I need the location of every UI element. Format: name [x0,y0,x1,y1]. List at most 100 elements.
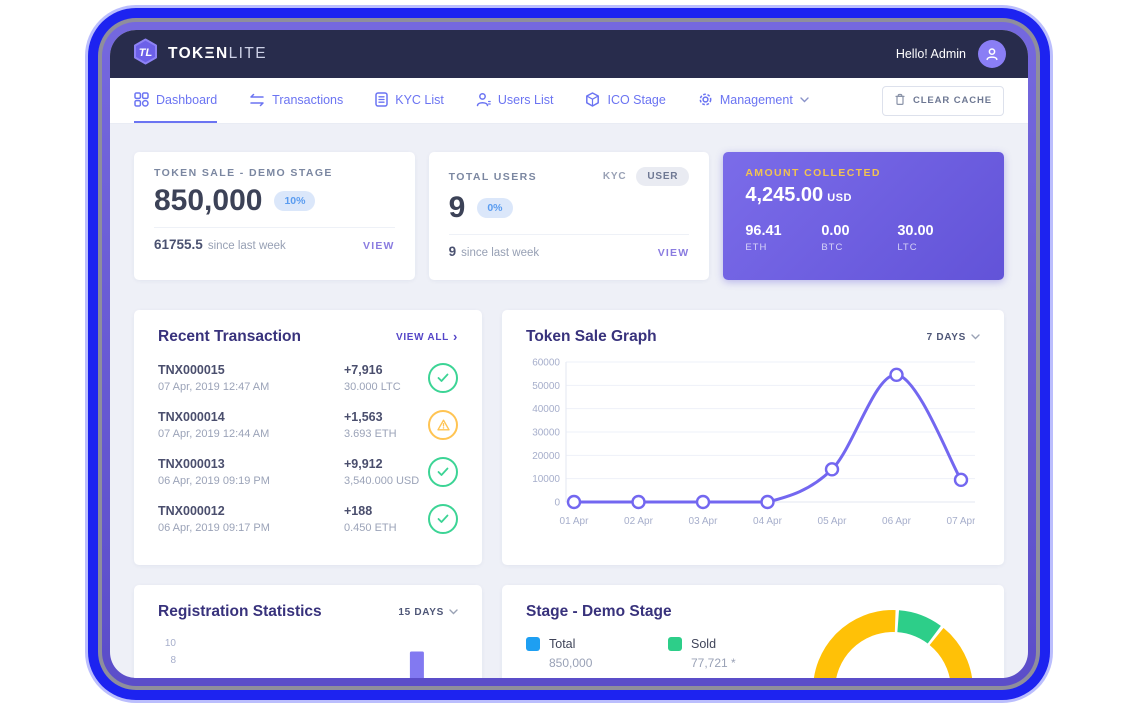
transaction-id-cell: TNX000012 06 Apr, 2019 09:17 PM [158,504,344,534]
transaction-amount: +1,563 [344,410,383,424]
svg-text:30000: 30000 [532,428,560,439]
transaction-amount: +9,912 [344,457,383,471]
transaction-datetime: 07 Apr, 2019 12:44 AM [158,428,270,440]
legend-item-sold: Sold 77,721 * [668,637,810,670]
trash-icon [894,93,906,109]
svg-text:01 Apr: 01 Apr [560,516,590,527]
transaction-datetime: 06 Apr, 2019 09:19 PM [158,475,270,487]
transaction-converted: 3,540.000 USD [344,475,420,487]
nav-item-transactions[interactable]: Transactions [249,78,343,123]
transactions-icon [249,93,265,107]
svg-text:07 Apr: 07 Apr [947,516,975,527]
toggle-kyc-option[interactable]: KYC [602,171,627,182]
token-sale-delta: 61755.5 [154,237,203,252]
total-users-badge: 0% [477,198,513,218]
svg-text:04 Apr: 04 Apr [753,516,783,527]
token-sale-graph-title: Token Sale Graph [526,328,657,345]
app-window: TL TOKΞNLITE Hello! Admin Dashboard Trans… [110,30,1028,678]
dashboard-icon [134,92,149,107]
stage-panel: Stage - Demo Stage Total 850,000 Sold 77,72… [502,585,1004,678]
avatar[interactable] [978,40,1006,68]
chevron-down-icon [449,607,458,618]
breakdown-unit: ETH [745,242,768,253]
transaction-converted: 0.450 ETH [344,522,397,534]
window-frame-inner-ring: TL TOKΞNLITE Hello! Admin Dashboard Trans… [102,22,1036,686]
window-frame: TL TOKΞNLITE Hello! Admin Dashboard Trans… [88,8,1050,700]
transaction-id-cell: TNX000013 06 Apr, 2019 09:19 PM [158,457,344,487]
svg-text:03 Apr: 03 Apr [689,516,719,527]
total-users-label: TOTAL USERS [448,170,537,183]
breakdown-value: 0.00 [821,223,850,239]
transaction-id: TNX000014 [158,410,225,424]
svg-text:20000: 20000 [532,451,560,462]
svg-text:60000: 60000 [532,358,560,369]
transaction-converted: 3.693 ETH [344,428,397,440]
clear-cache-button[interactable]: CLEAR CACHE [881,85,1004,116]
transaction-datetime: 07 Apr, 2019 12:47 AM [158,381,270,393]
svg-text:0: 0 [554,498,560,509]
svg-text:40000: 40000 [532,404,560,415]
transaction-row[interactable]: TNX000012 06 Apr, 2019 09:17 PM +188 0.4… [158,504,458,534]
transaction-datetime: 06 Apr, 2019 09:17 PM [158,522,270,534]
ico-stage-icon [585,92,600,107]
token-sale-value: 850,000 [154,184,263,217]
total-users-view-link[interactable]: VIEW [657,247,690,259]
transaction-id: TNX000012 [158,504,225,518]
range-select-15days[interactable]: 15 DAYS [398,607,458,618]
transaction-amount: +188 [344,504,373,518]
transaction-row[interactable]: TNX000014 07 Apr, 2019 12:44 AM +1,563 3… [158,410,458,440]
toggle-user-option[interactable]: USER [636,167,690,186]
kyc-user-toggle: KYC USER [603,167,690,186]
management-icon [698,92,713,107]
svg-text:02 Apr: 02 Apr [624,516,654,527]
transaction-id-cell: TNX000014 07 Apr, 2019 12:44 AM [158,410,344,440]
legend-value: 850,000 [549,656,593,670]
main-nav: Dashboard Transactions KYC List Users List I… [110,78,1028,124]
token-sale-badge: 10% [274,191,316,211]
bottom-row: Registration Statistics 15 DAYS 10 8 [134,585,1004,678]
token-sale-label: TOKEN SALE - DEMO STAGE [154,167,333,179]
total-users-card: TOTAL USERS KYC USER 9 0% 9 since last w… [428,152,710,280]
svg-text:05 Apr: 05 Apr [818,516,848,527]
nav-item-dashboard[interactable]: Dashboard [134,78,218,123]
svg-text:8: 8 [170,655,176,666]
stage-title: Stage - Demo Stage [526,603,672,620]
registration-statistics-title: Registration Statistics [158,603,322,620]
total-users-delta-caption: since last week [461,247,540,259]
nav-item-label: Management [719,92,793,107]
breakdown-value: 96.41 [745,223,782,239]
legend-value: 77,721 * [691,656,736,670]
transaction-converted: 30.000 LTC [344,381,401,393]
transaction-row[interactable]: TNX000013 06 Apr, 2019 09:19 PM +9,912 3… [158,457,458,487]
angle-right-icon: › [452,329,458,344]
nav-item-management[interactable]: Management [698,78,809,123]
breakdown-unit: BTC [821,242,844,253]
nav-item-ico-stage[interactable]: ICO Stage [585,78,666,123]
nav-item-label: Dashboard [156,92,218,107]
legend-item-total: Total 850,000 [526,637,668,670]
legend-swatch [668,637,682,651]
nav-item-users-list[interactable]: Users List [476,78,553,123]
range-select-7days[interactable]: 7 DAYS [927,332,980,343]
nav-item-label: Transactions [272,92,344,107]
amount-currency: USD [827,192,852,204]
brand-logo-icon: TL [132,38,159,70]
transaction-amount-cell: +7,916 30.000 LTC [344,363,428,393]
nav-item-kyc-list[interactable]: KYC List [375,78,444,123]
registration-bar-chart: 10 8 [158,629,458,678]
header-right: Hello! Admin [896,40,1006,68]
users-list-icon [476,92,491,107]
brand-name: TOKΞNLITE [168,45,267,62]
token-sale-delta-caption: since last week [207,240,286,252]
transaction-id: TNX000015 [158,363,225,377]
token-sale-view-link[interactable]: VIEW [363,240,395,252]
legend-swatch [526,637,540,651]
stat-cards-row: TOKEN SALE - DEMO STAGE 850,000 10% 6175… [134,152,1004,280]
total-users-value: 9 [448,191,466,224]
recent-transactions-panel: Recent Transaction VIEW ALL › TNX000015 … [134,310,482,565]
svg-text:50000: 50000 [532,381,560,392]
transaction-row[interactable]: TNX000015 07 Apr, 2019 12:47 AM +7,916 3… [158,363,458,393]
window-frame-ring: TL TOKΞNLITE Hello! Admin Dashboard Trans… [98,18,1040,690]
view-all-link[interactable]: VIEW ALL › [395,329,458,344]
legend-label: Sold [691,637,717,651]
